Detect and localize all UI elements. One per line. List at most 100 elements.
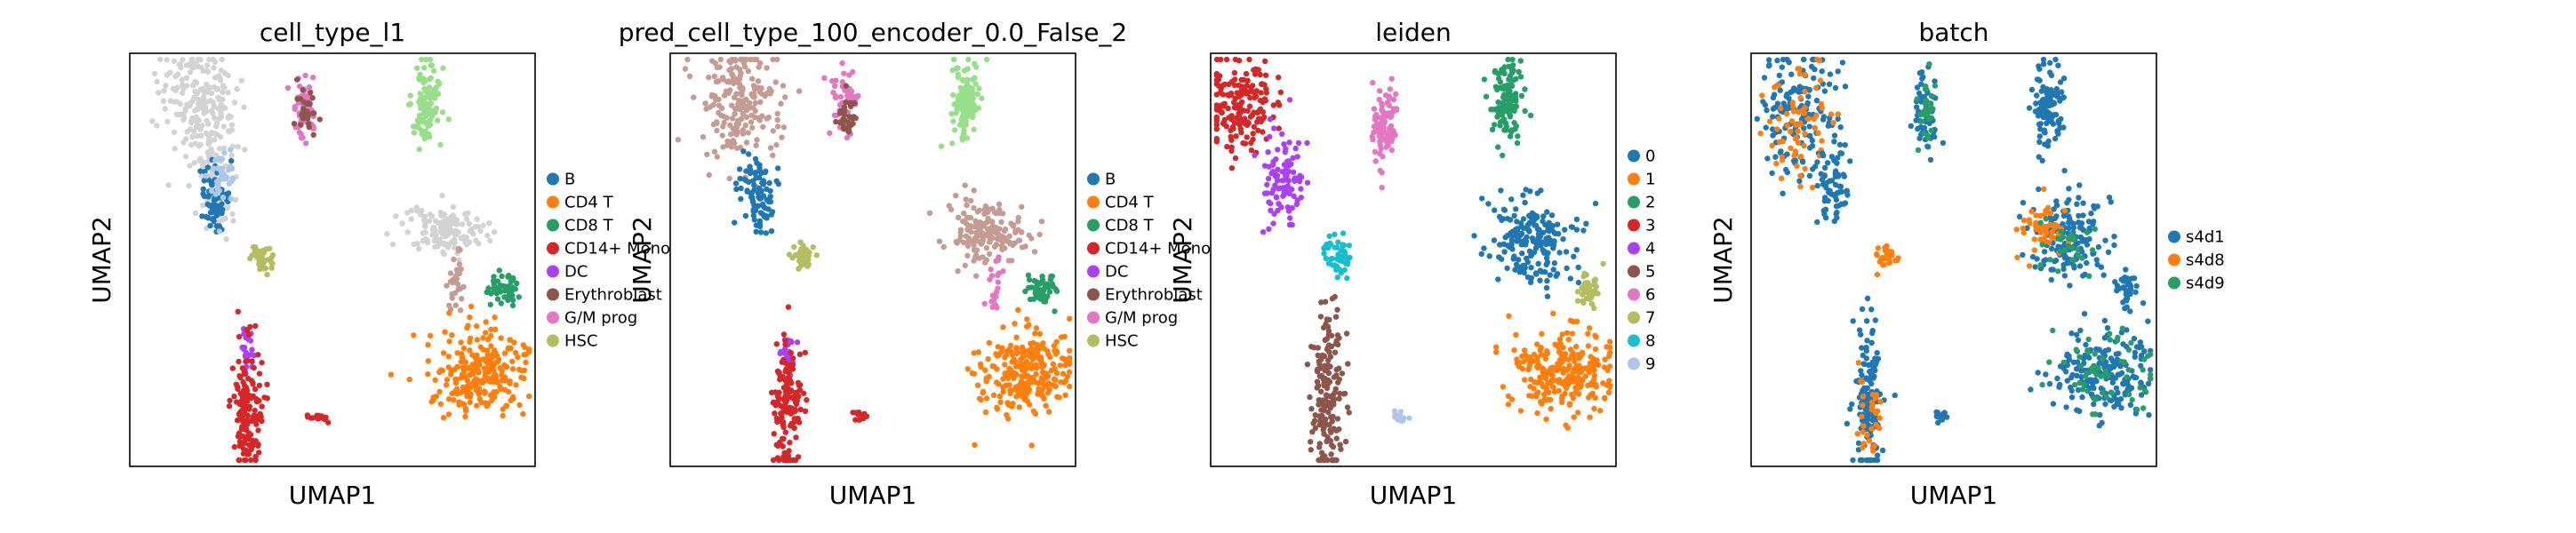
scatter-point <box>1550 364 1556 370</box>
scatter-point <box>1006 382 1012 388</box>
scatter-point <box>424 104 431 110</box>
scatter-point <box>2036 154 2042 160</box>
scatter-point <box>1574 410 1581 416</box>
scatter-point <box>2043 216 2049 222</box>
scatter-point <box>1573 247 1580 253</box>
scatter-point <box>781 346 788 353</box>
scatter-point <box>1501 249 1508 255</box>
scatter-point <box>250 381 256 387</box>
legend-marker <box>547 195 559 209</box>
scatter-point <box>1844 420 1851 427</box>
scatter-point <box>1266 226 1272 232</box>
scatter-point <box>2048 266 2054 273</box>
scatter-point <box>261 394 268 401</box>
scatter-point <box>236 333 243 340</box>
scatter-point <box>2047 257 2053 263</box>
scatter-point <box>2124 295 2131 301</box>
scatter-point <box>460 401 468 408</box>
scatter-point <box>762 169 768 176</box>
scatter-point <box>841 104 848 110</box>
scatter-point <box>780 331 788 338</box>
scatter-point <box>1244 107 1251 114</box>
scatter-point <box>796 258 803 264</box>
scatter-point <box>231 394 237 400</box>
scatter-point <box>2090 221 2096 227</box>
scatter-point <box>459 221 466 227</box>
scatter-point <box>724 115 730 121</box>
scatter-point <box>1234 90 1240 96</box>
scatter-point <box>1835 115 1841 122</box>
scatter-point <box>302 72 308 79</box>
scatter-point <box>501 288 508 294</box>
scatter-point <box>1872 367 1878 374</box>
scatter-point <box>1478 251 1484 258</box>
scatter-point <box>2061 208 2068 214</box>
scatter-point <box>830 90 836 96</box>
scatter-point <box>1244 91 1250 97</box>
scatter-point <box>1333 266 1340 273</box>
scatter-point <box>468 227 475 233</box>
scatter-point <box>1369 133 1375 139</box>
scatter-point <box>298 122 304 128</box>
scatter-point <box>1274 178 1281 184</box>
scatter-point <box>220 123 227 130</box>
scatter-point <box>2058 228 2065 235</box>
scatter-point <box>184 129 190 135</box>
scatter-point <box>831 112 838 118</box>
scatter-point <box>1571 414 1577 420</box>
scatter-point <box>1839 60 1846 66</box>
scatter-point <box>1314 378 1321 385</box>
scatter-point <box>214 186 220 192</box>
legend-marker <box>1087 242 1100 255</box>
scatter-point <box>1604 367 1611 374</box>
scatter-point <box>2127 308 2133 314</box>
scatter-point <box>1858 368 1864 374</box>
scatter-point <box>1892 392 1898 399</box>
scatter-point <box>2068 231 2075 238</box>
scatter-point <box>1506 93 1512 99</box>
scatter-point <box>787 404 793 410</box>
scatter-point <box>1376 132 1382 139</box>
scatter-point <box>2102 237 2108 243</box>
scatter-point <box>1812 125 1818 131</box>
scatter-point <box>794 339 801 346</box>
scatter-point <box>1526 393 1532 399</box>
scatter-point <box>1324 393 1331 399</box>
scatter-point <box>1833 203 1840 210</box>
scatter-point <box>1009 258 1015 264</box>
scatter-point <box>1270 220 1276 227</box>
scatter-point <box>760 193 767 199</box>
scatter-point <box>1526 354 1533 361</box>
scatter-point <box>2039 242 2045 248</box>
scatter-point <box>197 56 204 63</box>
scatter-point <box>2065 219 2072 226</box>
scatter-point <box>700 134 707 140</box>
scatter-point <box>848 103 854 110</box>
scatter-point <box>1579 284 1585 291</box>
scatter-point <box>1809 137 1816 144</box>
scatter-point <box>1495 276 1501 282</box>
scatter-point <box>205 194 212 200</box>
scatter-point <box>781 449 788 457</box>
scatter-point <box>968 223 974 230</box>
scatter-point <box>239 424 245 430</box>
scatter-point <box>1038 375 1044 381</box>
x-axis-label: UMAP1 <box>289 481 377 510</box>
scatter-point <box>748 194 755 201</box>
scatter-point <box>498 386 504 393</box>
scatter-point <box>2042 211 2048 218</box>
scatter-point <box>1884 251 1891 257</box>
scatter-point <box>733 145 740 151</box>
scatter-point <box>1940 139 1947 147</box>
scatter-point <box>1547 272 1553 278</box>
scatter-point <box>1524 274 1532 281</box>
scatter-point <box>2057 244 2063 251</box>
scatter-point <box>516 402 523 409</box>
scatter-point <box>438 225 444 231</box>
scatter-point <box>1506 63 1512 70</box>
scatter-point <box>1052 347 1058 354</box>
scatter-point <box>1501 207 1508 213</box>
scatter-point <box>767 145 774 151</box>
scatter-point <box>247 323 253 330</box>
scatter-point <box>2138 392 2145 398</box>
